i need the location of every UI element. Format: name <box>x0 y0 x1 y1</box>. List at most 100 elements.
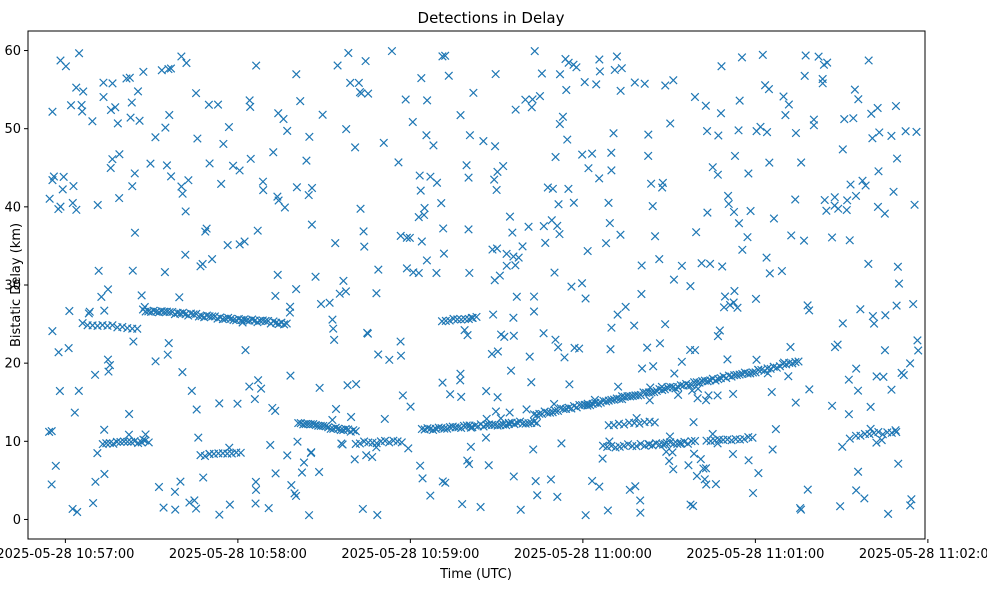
data-point <box>465 130 475 140</box>
data-point <box>693 393 702 403</box>
data-point <box>456 110 465 120</box>
data-point <box>910 200 919 210</box>
data-point <box>854 95 863 104</box>
data-point <box>532 410 541 420</box>
data-point <box>708 162 717 172</box>
data-point <box>171 505 180 514</box>
data-point <box>613 382 623 391</box>
data-point <box>454 423 463 432</box>
data-point <box>335 289 345 298</box>
data-point <box>516 505 525 514</box>
data-point <box>351 427 360 436</box>
data-point <box>466 442 476 452</box>
data-point <box>441 316 451 326</box>
data-point <box>178 308 188 317</box>
data-point <box>184 175 193 185</box>
data-point <box>157 65 167 75</box>
data-point <box>729 298 738 307</box>
data-point <box>830 192 839 202</box>
data-point <box>511 261 520 270</box>
data-point <box>555 119 565 129</box>
data-point <box>405 233 415 243</box>
data-point <box>367 452 377 462</box>
data-point <box>511 105 520 114</box>
data-point <box>650 232 660 241</box>
data-point <box>164 64 173 74</box>
data-point <box>491 407 501 416</box>
data-point <box>319 421 328 431</box>
data-point <box>48 107 57 117</box>
data-point <box>577 278 587 288</box>
data-point <box>607 148 616 157</box>
data-point <box>529 417 539 426</box>
data-point <box>456 392 466 402</box>
data-point <box>892 427 901 437</box>
data-point <box>54 204 63 214</box>
data-point <box>464 459 474 469</box>
data-point <box>592 80 601 89</box>
data-point <box>629 321 639 330</box>
data-point <box>673 390 683 400</box>
data-point <box>610 65 619 75</box>
data-point <box>553 343 563 352</box>
data-point <box>528 445 538 454</box>
data-point <box>296 96 305 106</box>
data-point <box>464 173 473 182</box>
data-point <box>869 319 879 328</box>
data-point <box>527 378 536 387</box>
data-point <box>498 420 508 429</box>
data-point <box>286 371 295 380</box>
data-point <box>189 310 198 319</box>
data-point <box>133 324 142 333</box>
data-point <box>151 357 160 366</box>
data-point <box>361 451 371 460</box>
data-point <box>784 372 793 381</box>
data-point <box>476 502 485 512</box>
data-point <box>569 198 579 207</box>
y-tick-label: 0 <box>13 513 21 528</box>
data-point <box>720 292 730 301</box>
data-point <box>146 159 155 168</box>
data-point <box>827 233 837 242</box>
data-point <box>61 62 71 71</box>
data-point <box>868 133 877 143</box>
data-point <box>724 199 733 209</box>
data-point <box>328 315 337 324</box>
data-point <box>419 210 429 220</box>
data-point <box>514 253 523 262</box>
data-point <box>703 376 712 386</box>
data-point <box>149 306 158 315</box>
data-point <box>437 316 447 326</box>
data-point <box>840 114 849 124</box>
data-point <box>546 475 556 484</box>
data-point <box>251 477 261 487</box>
data-point <box>379 138 388 148</box>
data-point <box>532 491 542 500</box>
data-point <box>108 79 117 88</box>
data-point <box>532 418 542 428</box>
data-point <box>800 71 809 81</box>
data-point <box>730 151 740 161</box>
data-point <box>282 319 291 328</box>
data-point <box>464 225 473 234</box>
data-point <box>669 275 679 284</box>
data-point <box>574 344 584 353</box>
data-point <box>702 126 712 136</box>
data-point <box>88 498 98 508</box>
data-point <box>251 485 261 495</box>
data-point <box>838 319 848 328</box>
data-point <box>72 205 81 215</box>
y-axis: 0 10 20 30 40 50 60 <box>4 44 28 528</box>
data-point <box>302 156 311 165</box>
data-point <box>110 103 120 112</box>
data-point <box>713 391 722 400</box>
data-point <box>397 438 406 447</box>
data-point <box>177 52 186 61</box>
data-point <box>723 191 733 201</box>
data-point <box>316 299 326 309</box>
data-point <box>894 279 904 288</box>
data-point <box>635 419 644 428</box>
data-point <box>94 266 103 276</box>
data-point <box>540 407 549 416</box>
